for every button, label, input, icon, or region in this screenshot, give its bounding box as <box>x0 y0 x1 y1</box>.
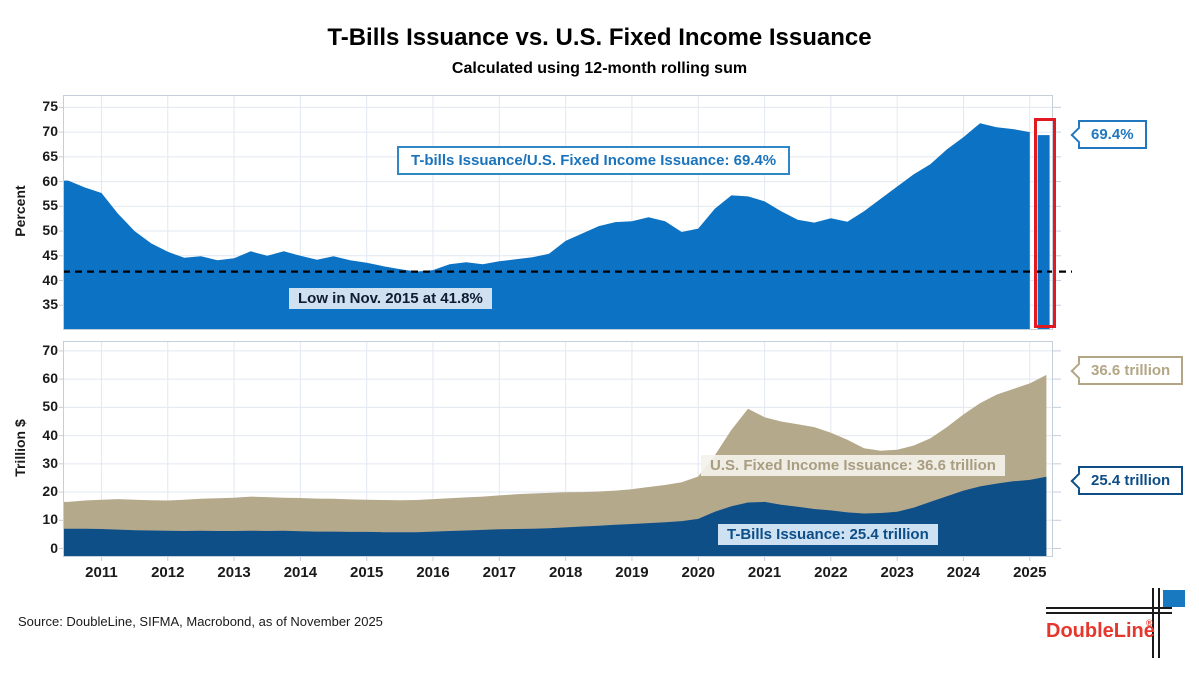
y-axis-tick-label: 65 <box>42 147 58 164</box>
page-subtitle: Calculated using 12-month rolling sum <box>451 60 748 77</box>
y-axis-tick-label: 45 <box>42 246 58 263</box>
fixed-income-series-label: U.S. Fixed Income Issuance: 36.6 trillio… <box>701 455 1005 476</box>
doubleline-logo: DoubleLine ® <box>1046 588 1185 658</box>
logo-blue-square <box>1163 590 1185 607</box>
y-axis-tick-label: 60 <box>42 370 58 387</box>
x-axis-tick-label: 2025 <box>1013 564 1047 581</box>
ratio-annotation-label: T-bills Issuance/U.S. Fixed Income Issua… <box>397 146 791 175</box>
x-axis-tick-label: 2011 <box>85 564 118 581</box>
x-axis-tick-label: 2019 <box>615 564 649 581</box>
x-axis-tick-label: 2022 <box>814 564 848 581</box>
ratio-value-callout: 69.4% <box>1078 120 1147 149</box>
x-axis-tick-label: 2017 <box>482 564 516 581</box>
y-axis-title-trillion: Trillion $ <box>12 419 28 477</box>
x-axis-tick-label: 2018 <box>548 564 583 581</box>
y-axis-tick-label: 55 <box>42 197 58 214</box>
y-axis-tick-label: 60 <box>42 172 58 189</box>
fixed-income-value-callout: 36.6 trillion <box>1078 356 1184 385</box>
y-axis-title-percent: Percent <box>12 185 28 237</box>
tbills-value-callout: 25.4 trillion <box>1078 466 1184 495</box>
x-axis-tick-label: 2023 <box>880 564 914 581</box>
latest-value-highlight-box <box>1034 118 1056 328</box>
y-axis-tick-label: 70 <box>42 341 58 358</box>
x-axis-tick-label: 2015 <box>350 564 384 581</box>
y-axis-tick-label: 75 <box>42 98 58 115</box>
page-title: T-Bills Issuance vs. U.S. Fixed Income I… <box>327 24 872 51</box>
top-ratio-chart <box>59 95 1072 330</box>
y-axis-tick-label: 0 <box>50 539 58 556</box>
y-axis-tick-label: 50 <box>42 222 58 239</box>
x-axis-tick-label: 2013 <box>217 564 251 581</box>
logo-registered-mark: ® <box>1146 618 1153 628</box>
x-axis-tick-label: 2024 <box>946 564 981 581</box>
x-axis-tick-label: 2020 <box>681 564 715 581</box>
y-axis-tick-label: 40 <box>42 426 58 443</box>
tbills-series-label: T-Bills Issuance: 25.4 trillion <box>718 524 938 545</box>
y-axis-tick-label: 70 <box>42 123 58 140</box>
low-point-label: Low in Nov. 2015 at 41.8% <box>289 288 492 309</box>
source-note: Source: DoubleLine, SIFMA, Macrobond, as… <box>18 614 383 629</box>
x-axis-tick-label: 2021 <box>747 564 782 581</box>
logo-wordmark: DoubleLine <box>1046 620 1155 642</box>
y-axis-tick-label: 35 <box>42 296 58 313</box>
y-axis-tick-label: 10 <box>42 511 58 528</box>
x-axis-tick-label: 2014 <box>283 564 318 581</box>
y-axis-tick-label: 20 <box>42 483 58 500</box>
y-axis-tick-label: 50 <box>42 398 58 415</box>
y-axis-tick-label: 40 <box>42 271 58 288</box>
y-axis-tick-label: 30 <box>42 454 58 471</box>
x-axis-tick-label: 2016 <box>416 564 450 581</box>
x-axis-tick-label: 2012 <box>151 564 185 581</box>
